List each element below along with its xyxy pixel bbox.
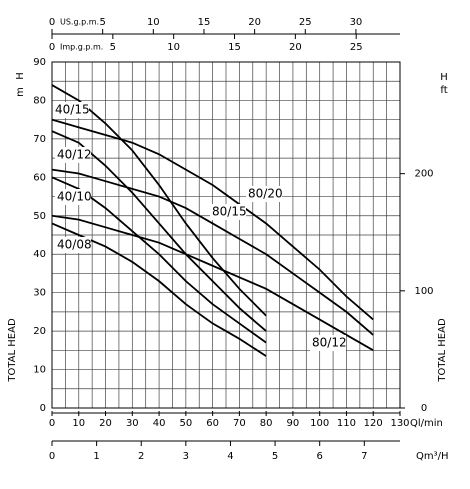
x-tick-label: 20 <box>99 418 112 429</box>
y-tick-label: 0 <box>40 403 46 414</box>
top-tick-label: 15 <box>228 42 241 53</box>
x-tick-label: 0 <box>49 418 55 429</box>
x-tick-label: 100 <box>310 418 329 429</box>
bottom2-tick-label: 1 <box>93 451 99 462</box>
y-tick-label: 80 <box>33 95 46 106</box>
x-tick-label: 30 <box>126 418 139 429</box>
curve-label: 40/10 <box>57 190 92 204</box>
y-unit: m <box>15 87 26 97</box>
curve-label-bg <box>55 189 91 205</box>
top-tick-label: 0 <box>49 42 55 53</box>
x-tick-label: 130 <box>390 418 409 429</box>
bottom2-tick-label: 3 <box>183 451 189 462</box>
x-tick-label: 40 <box>153 418 166 429</box>
y2-tick-label: 0 <box>421 403 427 414</box>
x-tick-label: 80 <box>260 418 273 429</box>
y-axis-label: TOTAL HEAD <box>7 318 18 383</box>
top-tick-label: 20 <box>248 17 261 28</box>
curve-label-bg <box>310 335 346 351</box>
y-symbol: H <box>15 72 26 80</box>
y-tick-label: 30 <box>33 288 46 299</box>
y-tick-label: 60 <box>33 172 46 183</box>
curve <box>51 168 374 336</box>
curve-label-bg <box>55 147 91 163</box>
y2-tick-label: 200 <box>414 169 433 180</box>
top-tick-label: 5 <box>110 42 116 53</box>
y-tick-label: 40 <box>33 249 46 260</box>
top-axis-label: US.g.p.m. <box>60 18 99 27</box>
top-tick-label: 25 <box>350 42 363 53</box>
curve <box>51 118 374 321</box>
x-tick-label: 120 <box>364 418 383 429</box>
curve-label-bg <box>53 102 89 118</box>
top-tick-label: 15 <box>198 17 211 28</box>
plot-frame <box>51 61 401 409</box>
curve-label: 80/20 <box>248 187 283 201</box>
top-tick-label: 0 <box>49 17 55 28</box>
y-tick-label: 20 <box>33 326 46 337</box>
bottom2-tick-label: 5 <box>272 451 278 462</box>
curve <box>51 214 374 352</box>
x-tick-label: 10 <box>72 418 85 429</box>
x-tick-label: 110 <box>337 418 356 429</box>
x-axis-label: Ql/min <box>410 418 443 429</box>
curve-label-bg <box>246 186 282 202</box>
bottom2-tick-label: 2 <box>138 451 144 462</box>
curve-label-bg <box>210 204 246 220</box>
bottom2-tick-label: 4 <box>227 451 233 462</box>
curve-label: 80/12 <box>312 336 347 350</box>
y2-unit: ft <box>440 85 447 96</box>
curve-label: 40/08 <box>57 238 92 252</box>
top-tick-label: 10 <box>147 17 160 28</box>
y-tick-label: 10 <box>33 365 46 376</box>
y-tick-label: 70 <box>33 134 46 145</box>
curve-label: 40/12 <box>57 148 92 162</box>
x-tick-label: 70 <box>233 418 246 429</box>
curve-label-bg <box>55 237 91 253</box>
y2-axis-label: TOTAL HEAD <box>437 318 448 383</box>
bottom2-tick-label: 0 <box>49 451 55 462</box>
y-tick-label: 90 <box>33 57 46 68</box>
bottom-axis2-label: Qm³/H <box>416 451 449 462</box>
y-tick-label: 50 <box>33 211 46 222</box>
y2-tick-label: 100 <box>414 286 433 297</box>
y2-symbol: H <box>440 72 448 83</box>
x-tick-label: 50 <box>179 418 192 429</box>
curve-label: 40/15 <box>55 103 90 117</box>
top-tick-label: 30 <box>350 17 363 28</box>
top-axis-label: Imp.g.p.m. <box>60 43 103 52</box>
bottom2-tick-label: 7 <box>361 451 367 462</box>
top-tick-label: 20 <box>289 42 302 53</box>
curve-label: 80/15 <box>212 205 247 219</box>
x-tick-label: 60 <box>206 418 219 429</box>
top-tick-label: 5 <box>99 17 105 28</box>
x-tick-label: 90 <box>287 418 300 429</box>
bottom2-tick-label: 6 <box>317 451 323 462</box>
top-tick-label: 25 <box>299 17 312 28</box>
top-tick-label: 10 <box>167 42 180 53</box>
